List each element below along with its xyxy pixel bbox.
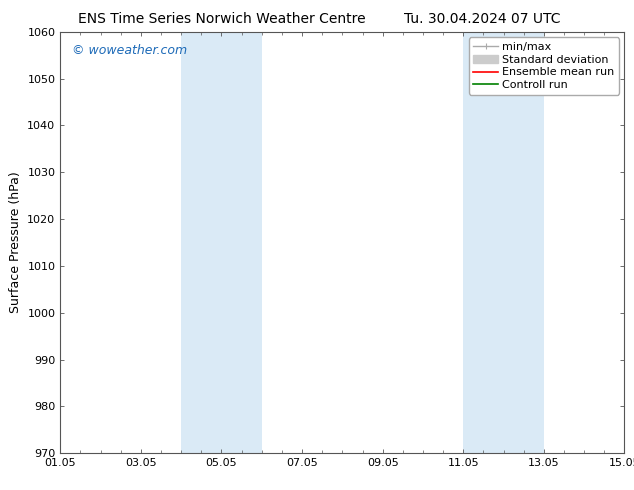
Bar [503, 32, 544, 453]
Bar [463, 32, 503, 453]
Y-axis label: Surface Pressure (hPa): Surface Pressure (hPa) [9, 172, 22, 314]
Bar [221, 32, 262, 453]
Text: © woweather.com: © woweather.com [72, 45, 186, 57]
Text: Tu. 30.04.2024 07 UTC: Tu. 30.04.2024 07 UTC [404, 12, 560, 26]
Bar [181, 32, 221, 453]
Text: ENS Time Series Norwich Weather Centre: ENS Time Series Norwich Weather Centre [78, 12, 366, 26]
Legend: min/max, Standard deviation, Ensemble mean run, Controll run: min/max, Standard deviation, Ensemble me… [469, 37, 619, 95]
